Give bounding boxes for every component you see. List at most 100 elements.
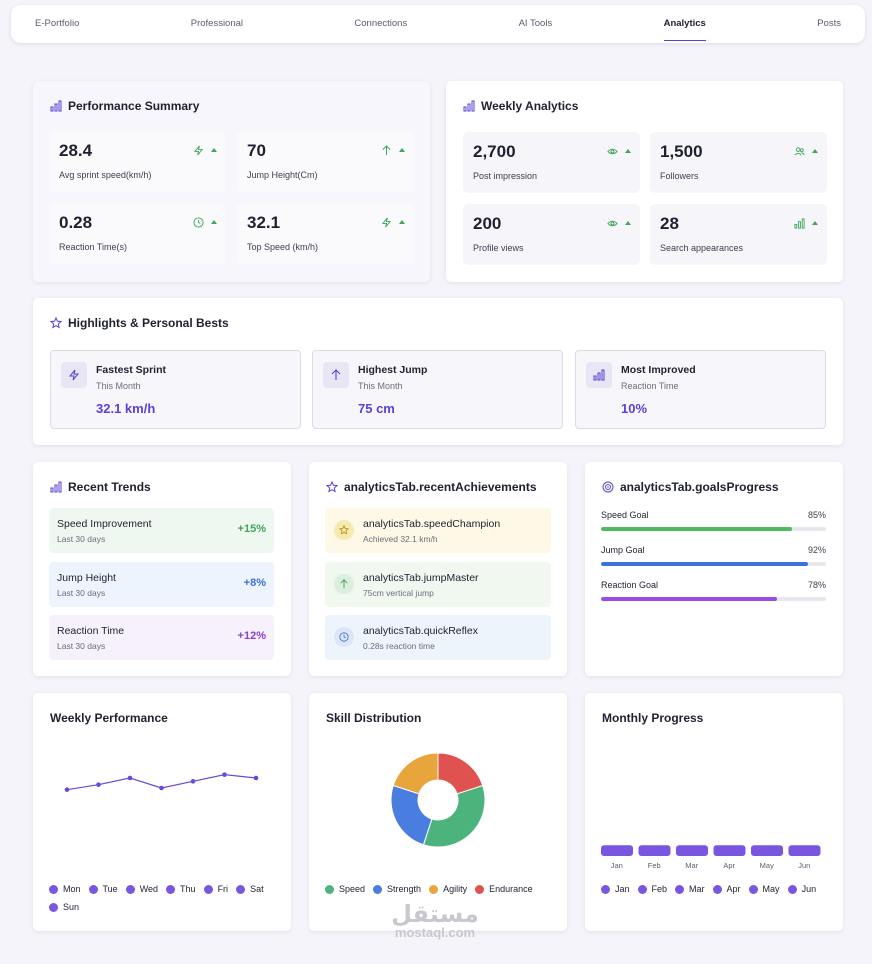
highlight-highest-jump: Highest Jump This Month 75 cm (312, 350, 563, 429)
legend-item: Mon (49, 883, 81, 895)
recent-achievements-card: analyticsTab.recentAchievements analytic… (309, 462, 567, 676)
x-tick-label: Jan (611, 861, 623, 870)
stat-card-followers: 1,500 Followers (650, 132, 827, 193)
weekly-performance-legend: Mon Tue Wed Thu Fri Sat Sun (49, 883, 274, 913)
achievement-row: analyticsTab.quickReflex 0.28s reaction … (325, 615, 551, 660)
legend-label: Endurance (489, 884, 533, 894)
legend-swatch (787, 884, 797, 894)
legend-item: Jan (601, 883, 630, 895)
legend-label: Sat (250, 884, 264, 894)
stat-card-profile-views: 200 Profile views (463, 204, 640, 265)
highlights-title: Highlights & Personal Bests (50, 316, 229, 330)
trend-up-icon (625, 221, 631, 225)
weekly-analytics-label: Weekly Analytics (481, 99, 579, 113)
legend-label: Mon (63, 884, 81, 894)
tab-ai-tools[interactable]: AI Tools (518, 18, 553, 29)
legend-item: Speed (325, 883, 365, 895)
bar-chart-icon (463, 100, 475, 112)
data-point (96, 782, 101, 787)
legend-swatch (88, 884, 98, 894)
goals-progress-card: analyticsTab.goalsProgress Speed Goal 85… (585, 462, 843, 676)
highlights-label: Highlights & Personal Bests (68, 316, 229, 330)
legend-label: Mar (689, 884, 705, 894)
monthly-progress-legend: Jan Feb Mar Apr May Jun (601, 883, 826, 895)
data-point (253, 775, 259, 781)
eye-icon (607, 148, 618, 155)
goal-row: Jump Goal 92% (601, 545, 826, 575)
legend-label: Fri (217, 884, 229, 894)
legend-label: Speed (339, 884, 366, 894)
trend-up-icon (211, 148, 217, 152)
legend-label: Thu (180, 884, 196, 894)
achievement-subtitle: Achieved 32.1 km/h (363, 534, 438, 544)
trend-row: Jump Height Last 30 days +8% (49, 562, 274, 607)
tab-analytics[interactable]: Analytics (663, 5, 707, 43)
recent-achievements-label: analyticsTab.recentAchievements (344, 480, 537, 494)
tab-posts[interactable]: Posts (817, 18, 841, 29)
legend-swatch (203, 884, 213, 894)
legend-swatch (675, 884, 685, 894)
bar-chart-icon (50, 481, 62, 493)
arrow-up-icon (382, 145, 391, 156)
legend-swatch (748, 884, 758, 894)
legend-swatch (429, 884, 439, 894)
goal-percent: 85% (807, 510, 826, 520)
data-point (127, 775, 133, 781)
legend-label: Feb (651, 884, 668, 894)
legend-label: Wed (139, 884, 159, 894)
legend-item: Tue (88, 883, 118, 895)
stat-value: 70 (247, 141, 266, 160)
bolt-icon (381, 217, 392, 228)
data-point (222, 772, 227, 777)
legend-label: Tue (102, 884, 118, 894)
legend-swatch (601, 884, 610, 894)
legend-item: Agility (429, 883, 467, 895)
stat-label: Top Speed (km/h) (247, 242, 319, 252)
legend-item: Wed (125, 883, 159, 895)
achievement-row: analyticsTab.jumpMaster 75cm vertical ju… (325, 562, 551, 607)
trend-up-icon (625, 149, 631, 153)
trend-row: Reaction Time Last 30 days +12% (49, 615, 274, 660)
bar-chart-icon (794, 218, 805, 229)
stat-value: 28 (660, 214, 679, 233)
highlight-fastest-sprint: Fastest Sprint This Month 32.1 km/h (50, 350, 301, 429)
skill-distribution-chart (390, 752, 486, 848)
legend-item: Sat (236, 883, 264, 895)
x-tick-label: Feb (648, 861, 661, 870)
trend-title: Jump Height (57, 572, 116, 584)
achievement-subtitle: 0.28s reaction time (363, 641, 435, 651)
weekly-performance-title: Weekly Performance (50, 711, 168, 725)
weekly-performance-chart (64, 772, 259, 792)
weekly-analytics-title: Weekly Analytics (463, 99, 578, 113)
tab-e-portfolio[interactable]: E-Portfolio (35, 18, 80, 29)
achievement-row: analyticsTab.speedChampion Achieved 32.1… (325, 508, 551, 553)
highlight-title: Fastest Sprint (96, 364, 167, 376)
stat-value: 32.1 (247, 213, 281, 232)
achievement-subtitle: 75cm vertical jump (363, 588, 434, 598)
highlights-card: Highlights & Personal Bests Fastest Spri… (33, 298, 843, 445)
goal-progress-fill (601, 597, 777, 601)
goal-progress-track (601, 562, 826, 566)
trend-value: +15% (237, 523, 266, 535)
legend-item: May (748, 883, 780, 895)
trend-up-icon (812, 221, 818, 225)
goal-percent: 78% (807, 580, 826, 590)
stat-value: 1,500 (660, 142, 703, 161)
goal-name: Reaction Goal (601, 580, 659, 590)
legend-item: Strength (373, 883, 421, 895)
bar-mar (676, 845, 708, 856)
x-tick-label: Jun (798, 861, 810, 870)
stat-card-post-impression: 2,700 Post impression (463, 132, 640, 193)
pie-slice-speed (422, 784, 486, 848)
goal-progress-fill (601, 562, 808, 566)
tab-professional[interactable]: Professional (190, 18, 244, 29)
highlight-subtitle: This Month (358, 381, 403, 391)
tab-connections[interactable]: Connections (354, 18, 408, 29)
monthly-progress-card: Monthly Progress Jan Feb Mar Apr May Jun Jan F… (585, 693, 843, 931)
legend-item: Mar (675, 883, 705, 895)
legend-item: Apr (712, 883, 741, 895)
arrow-up-icon (340, 579, 348, 589)
watermark: مستقل mostaql.com (380, 900, 490, 940)
weekly-performance-card: Weekly Performance Mon Tue Wed Thu Fri Sat Sun (33, 693, 291, 931)
watermark-arabic: مستقل (391, 901, 479, 928)
